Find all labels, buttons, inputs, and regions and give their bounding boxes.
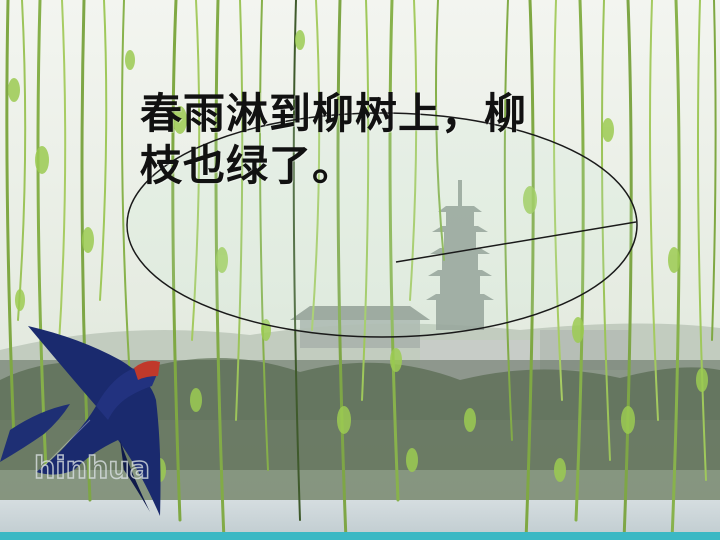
willow-leaves xyxy=(8,30,708,482)
willow-branches xyxy=(5,0,717,540)
watermark-logo: hinhua xyxy=(34,451,150,486)
swallow-icon xyxy=(0,326,161,516)
caption-line-2: 枝也绿了。 xyxy=(140,141,356,190)
foliage-mass xyxy=(0,357,720,500)
poem-caption: 春雨淋到柳树上，柳 枝也绿了。 xyxy=(140,88,640,192)
bottom-accent-bar xyxy=(0,532,720,540)
speech-bubble-icon xyxy=(126,112,638,338)
caption-line-1: 春雨淋到柳树上，柳 xyxy=(140,89,528,138)
